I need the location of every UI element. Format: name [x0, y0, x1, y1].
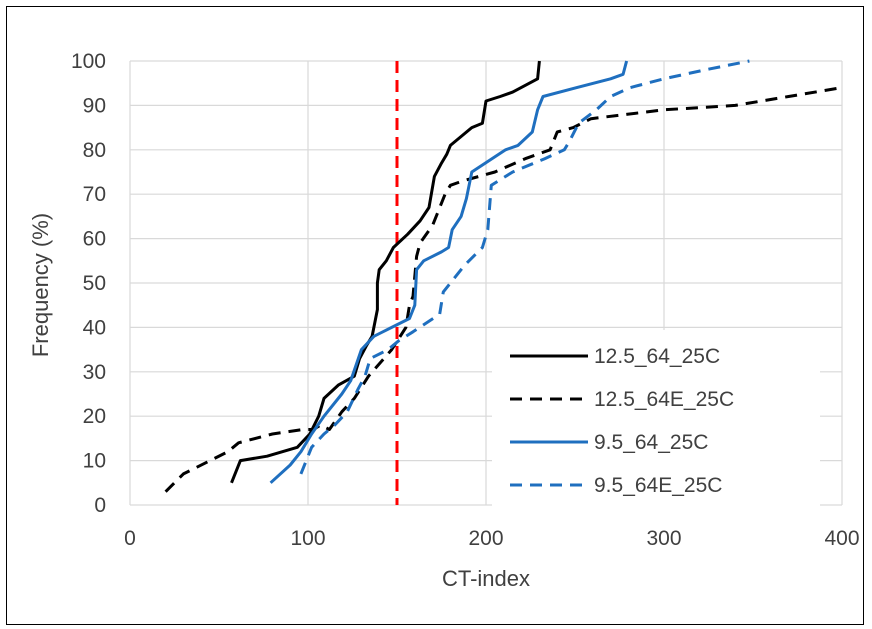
y-tick-label: 20 — [83, 405, 106, 428]
y-tick-label: 10 — [83, 450, 106, 473]
x-tick-label: 400 — [824, 527, 859, 550]
tick-labels: 0 100 200 300 400 0 10 20 30 40 50 60 70 80 90 100 — [71, 50, 860, 550]
legend-label: 9.5_64_25C — [594, 431, 708, 454]
y-tick-label: 80 — [83, 139, 106, 162]
series-line-0 — [230, 60, 541, 484]
y-tick-label: 60 — [83, 228, 106, 251]
x-tick-label: 200 — [468, 527, 503, 550]
legend-label: 12.5_64E_25C — [594, 388, 734, 411]
series-line-2 — [269, 60, 629, 484]
x-tick-label: 300 — [646, 527, 681, 550]
series-line-3 — [299, 59, 750, 475]
x-axis-title: CT-index — [442, 566, 530, 591]
y-tick-label: 30 — [83, 361, 106, 384]
legend-label: 9.5_64E_25C — [594, 474, 722, 497]
y-tick-label: 40 — [83, 316, 106, 339]
y-tick-label: 50 — [83, 272, 106, 295]
y-axis-title: Frequency (%) — [28, 213, 53, 357]
legend-label: 12.5_64_25C — [594, 345, 720, 368]
y-tick-label: 90 — [83, 94, 106, 117]
x-tick-label: 0 — [124, 527, 136, 550]
chart-frame — [6, 6, 864, 625]
legend-background — [492, 330, 820, 515]
x-tick-label: 100 — [290, 527, 325, 550]
y-tick-label: 70 — [83, 183, 106, 206]
series-line-1 — [164, 86, 843, 493]
y-tick-label: 0 — [94, 494, 106, 517]
y-tick-label: 100 — [71, 50, 106, 73]
legend: 12.5_64_25C 12.5_64E_25C 9.5_64_25C 9.5_64E… — [492, 330, 820, 515]
series-lines — [164, 59, 843, 493]
